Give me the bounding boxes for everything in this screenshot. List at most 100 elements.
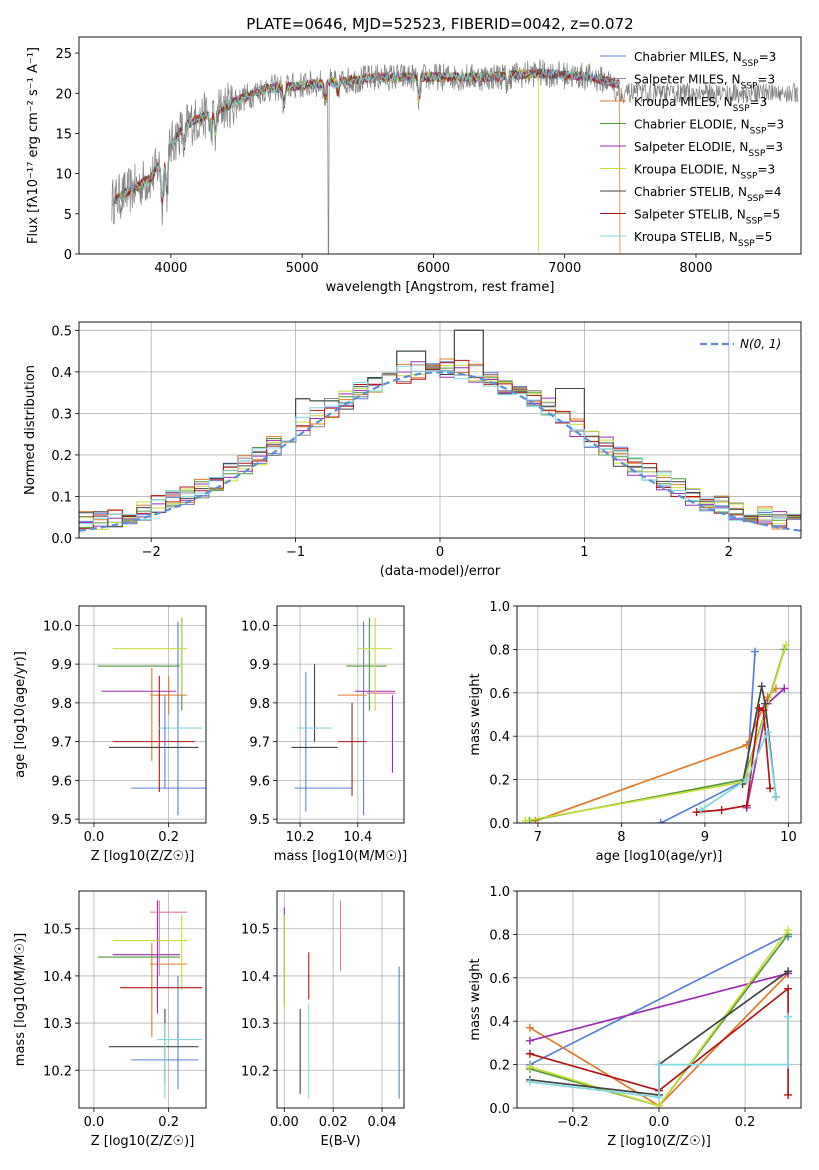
- y-tick-label: 0.1: [51, 490, 72, 505]
- axes-frame: [78, 36, 802, 255]
- weight-point-marker: [525, 1049, 534, 1058]
- y-tick-label: 10.0: [43, 619, 72, 634]
- legend-entry: Kroupa ELODIE, NSSP=3: [634, 163, 775, 182]
- weight-point-marker: [784, 1012, 793, 1021]
- mass-weight-vs-Z-axes: −0.2 0.0 0.2 0.0 0.2 0.4 0.6 0.8 1.0 Z [log10(Z/Z…: [468, 885, 802, 1149]
- y-tick-label: 0.0: [51, 532, 72, 547]
- y-axis-label: mass weight: [468, 958, 483, 1040]
- legend-entry-subscript: SSP: [750, 127, 767, 137]
- y-tick-label: 20: [55, 87, 72, 102]
- y-tick-label: 0.3: [51, 407, 72, 422]
- legend-entry-count: =5: [755, 230, 773, 244]
- x-tick-label: 0.2: [735, 1115, 756, 1130]
- x-tick-label: 2: [725, 545, 733, 560]
- x-tick-label: 0.2: [158, 830, 179, 845]
- x-tick-label: 6000: [417, 261, 450, 276]
- y-tick-label: 0.4: [489, 1015, 510, 1030]
- y-tick-label: 9.7: [249, 736, 270, 751]
- legend-entry-label: Salpeter ELODIE, N: [634, 140, 748, 154]
- x-axis-label: (data-model)/error: [380, 564, 501, 579]
- axes-frame: [78, 605, 207, 824]
- axes-frame: [516, 605, 802, 824]
- legend-entry-subscript: SSP: [746, 217, 763, 227]
- legend-entry-count: =4: [764, 185, 782, 199]
- y-tick-label: 1.0: [489, 600, 510, 615]
- legend-entry: Salpeter MILES, NSSP=3: [634, 73, 775, 92]
- legend-entry-count: =3: [757, 73, 775, 87]
- y-tick-label: 10.3: [241, 1017, 270, 1032]
- x-tick-label: 0.02: [319, 1115, 348, 1130]
- y-tick-label: 9.8: [249, 697, 270, 712]
- spectrum-lines: [111, 59, 799, 254]
- y-tick-label: 5: [64, 208, 72, 223]
- y-tick-label: 9.6: [51, 774, 72, 789]
- mass-weight-vs-age-axes: 7 8 9 10 0.0 0.2 0.4 0.6 0.8 1.0 age [log10(age/yr…: [468, 600, 802, 864]
- y-tick-label: 9.9: [51, 658, 72, 673]
- x-tick-label: −0.2: [557, 1115, 589, 1130]
- weight-point-marker: [742, 801, 751, 810]
- axes-frame: [516, 890, 802, 1109]
- weight-point-marker: [655, 1060, 663, 1069]
- x-tick-label: 10.4: [343, 830, 372, 845]
- legend-entry: Kroupa STELIB, NSSP=5: [634, 230, 772, 249]
- legend-entry-label: Chabrier STELIB, N: [634, 185, 747, 199]
- y-tick-label: 9.7: [51, 736, 72, 751]
- x-tick-label: 0.0: [84, 1115, 105, 1130]
- weight-point-marker: [696, 805, 705, 814]
- y-tick-label: 0.6: [489, 972, 510, 987]
- legend-entry-subscript: SSP: [741, 172, 758, 182]
- legend-entry-subscript: SSP: [748, 149, 765, 159]
- x-tick-label: 0.2: [158, 1115, 179, 1130]
- x-tick-label: 8: [617, 830, 625, 845]
- age-vs-Z-axes: 0.0 0.2 9.5 9.6 9.7 9.8 9.9 10.0 Z [log10(Z/Z☉)]…: [13, 605, 207, 864]
- normal-curve-line: [79, 371, 801, 532]
- x-axis-label: mass [log10(M/M☉)]: [274, 849, 407, 864]
- x-tick-label: 0: [436, 545, 444, 560]
- weight-series-line: [529, 972, 789, 1042]
- weight-point-marker: [784, 984, 793, 993]
- mass-vs-Z-marks: [97, 900, 203, 1099]
- y-tick-label: 9.5: [249, 813, 270, 828]
- weight-point-marker: [784, 967, 793, 976]
- legend-entry-count: =3: [765, 140, 783, 154]
- mass-weight-vs-age-marks: [521, 641, 790, 823]
- legend-entry-subscript: SSP: [733, 104, 750, 114]
- y-tick-label: 10: [55, 168, 72, 183]
- y-tick-label: 0.0: [489, 817, 510, 832]
- x-tick-label: 1: [580, 545, 588, 560]
- x-tick-label: 0.0: [84, 830, 105, 845]
- x-tick-label: 8000: [679, 261, 712, 276]
- weight-point-marker: [655, 1093, 663, 1102]
- y-tick-label: 10.4: [241, 970, 270, 985]
- y-tick-label: 10.5: [241, 923, 270, 938]
- y-tick-label: 1.0: [489, 885, 510, 900]
- axes-frame: [276, 890, 405, 1109]
- mass-vs-ebv-marks: [283, 900, 400, 1099]
- spectrum-axes: 4000 5000 6000 7000 8000 0 5 10 15 20 25 wavelength…: [26, 36, 802, 295]
- weight-point-marker: [766, 784, 775, 793]
- weight-point-marker: [717, 805, 726, 814]
- age-vs-mass-marks: [291, 617, 396, 816]
- y-tick-label: 0.8: [489, 643, 510, 658]
- legend-entry-label: Chabrier ELODIE, N: [634, 118, 750, 132]
- x-axis-label: Z [log10(Z/Z☉)]: [91, 1134, 195, 1149]
- y-axis-label: Normed distribution: [23, 365, 38, 495]
- legend-entry: Chabrier ELODIE, NSSP=3: [634, 118, 784, 137]
- x-tick-label: 4000: [154, 261, 187, 276]
- x-axis-label: Z [log10(Z/Z☉)]: [91, 849, 195, 864]
- legend-entry-label: Kroupa STELIB, N: [634, 230, 738, 244]
- legend-entry-label: Kroupa MILES, N: [634, 95, 733, 109]
- histogram-legend: N(0, 1): [700, 337, 781, 351]
- x-axis-label: age [log10(age/yr)]: [596, 849, 723, 864]
- legend-entry-subscript: SSP: [742, 59, 759, 69]
- y-tick-label: 0.6: [489, 687, 510, 702]
- legend-entry-subscript: SSP: [738, 239, 755, 249]
- y-tick-label: 0.4: [489, 730, 510, 745]
- weight-point-marker: [692, 808, 701, 817]
- y-tick-label: 0.2: [51, 449, 72, 464]
- x-axis-label: wavelength [Angstrom, rest frame]: [326, 280, 555, 295]
- weight-point-marker: [521, 816, 530, 823]
- y-tick-label: 10.0: [241, 619, 270, 634]
- legend-entry: Salpeter ELODIE, NSSP=3: [634, 140, 783, 159]
- weight-point-marker: [742, 775, 751, 784]
